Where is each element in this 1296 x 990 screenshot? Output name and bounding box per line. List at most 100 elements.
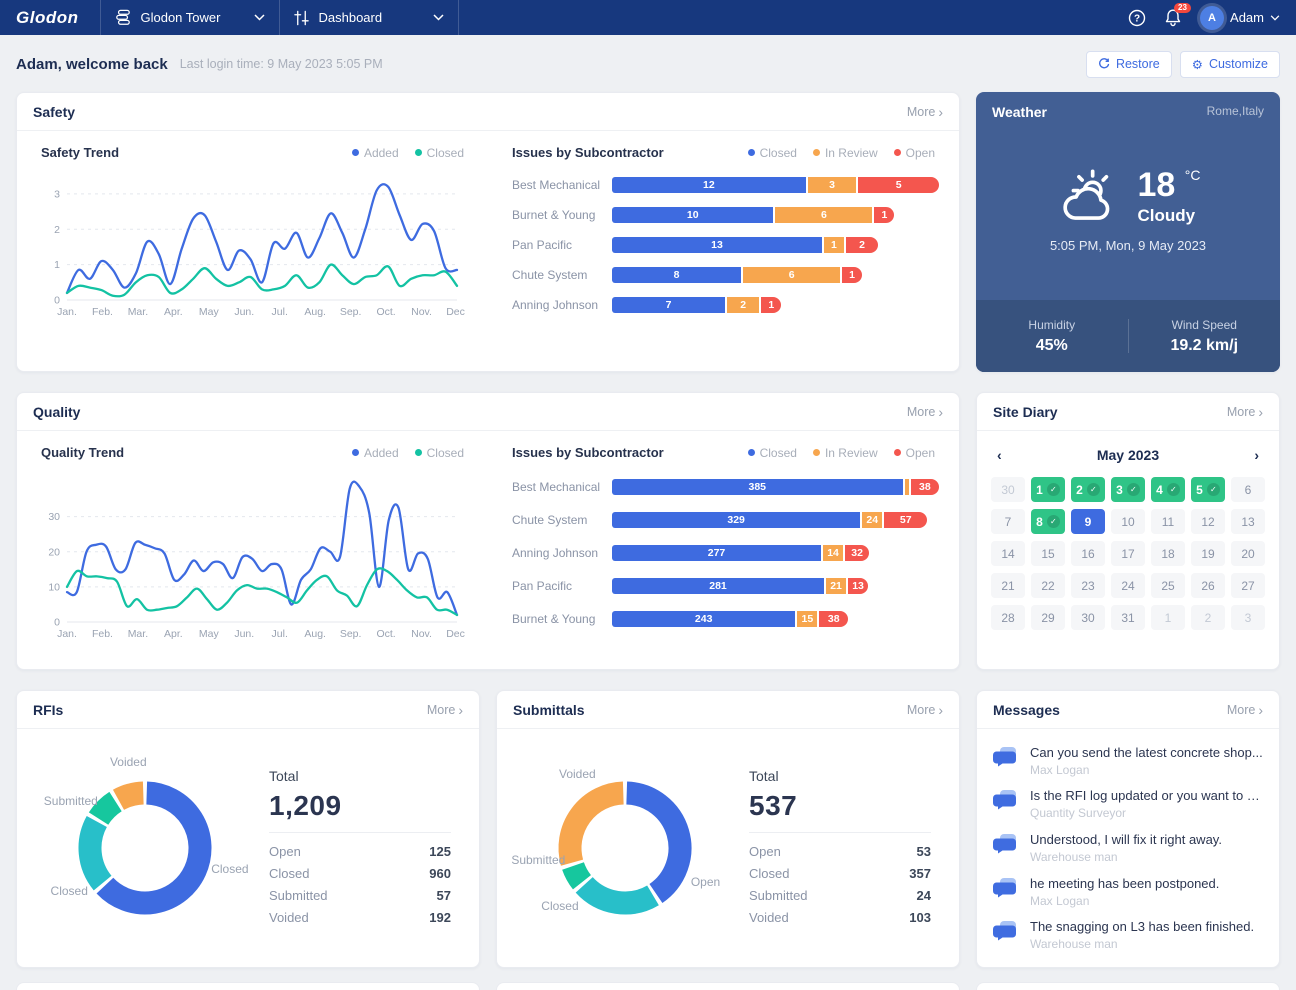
message-item[interactable]: he meeting has been postponed. Max Logan [993, 876, 1263, 908]
calendar-day[interactable]: 21 [991, 573, 1025, 598]
stat-label: Submitted [749, 888, 808, 903]
svg-text:Aug.: Aug. [304, 628, 326, 640]
user-menu[interactable]: A Adam [1200, 5, 1280, 30]
calendar-day[interactable]: 8 ✓ [1031, 509, 1065, 534]
quality-more-button[interactable]: More › [906, 403, 943, 420]
site-diary-more-button[interactable]: More › [1226, 403, 1263, 420]
calendar-day[interactable]: 2 ✓ [1071, 477, 1105, 502]
calendar-day[interactable]: 29 [1031, 605, 1065, 630]
bar-segment: 281 [612, 577, 825, 594]
submittals-stats-list: Open 53 Closed 357 Submitted 24 Voided 103 [749, 841, 931, 929]
svg-text:Dec.: Dec. [446, 628, 465, 640]
calendar-day[interactable]: 9 [1071, 509, 1105, 534]
calendar-day[interactable]: 17 [1111, 541, 1145, 566]
svg-text:Jan.: Jan. [57, 306, 77, 318]
day-number: 28 [1001, 610, 1015, 625]
message-texts: Can you send the latest concrete shop...… [1030, 745, 1263, 777]
svg-text:Apr.: Apr. [164, 628, 183, 640]
calendar-day[interactable]: 13 [1231, 509, 1265, 534]
calendar-day[interactable]: 2 [1191, 605, 1225, 630]
rfis-stats-list: Open 125 Closed 960 Submitted 57 Voided 192 [269, 841, 451, 929]
safety-more-button[interactable]: More › [906, 103, 943, 120]
donut-segment-label: Voided [558, 767, 596, 782]
day-number: 10 [1121, 514, 1135, 529]
message-sender: Quantity Surveyor [1030, 806, 1127, 821]
bar-category-label: Chute System [512, 268, 588, 282]
divider [100, 0, 102, 35]
project-selector[interactable]: Glodon Tower [101, 0, 279, 35]
restore-button[interactable]: Restore [1085, 50, 1172, 78]
humidity-value: 45% [1035, 336, 1068, 354]
message-item[interactable]: Is the RFI log updated or you want to me… [993, 788, 1263, 820]
calendar-day[interactable]: 3 ✓ [1111, 477, 1145, 502]
calendar-next-button[interactable]: › [1248, 445, 1265, 465]
glodon-logo[interactable]: Glodon [16, 7, 79, 27]
donut-segment-label: Open [690, 874, 721, 889]
help-button[interactable]: ? [1128, 9, 1146, 27]
calendar-day[interactable]: 5 ✓ [1191, 477, 1225, 502]
calendar-day[interactable]: 30 [991, 477, 1025, 502]
day-number: 18 [1161, 546, 1175, 561]
day-number: 21 [1001, 578, 1015, 593]
calendar-day[interactable]: 4 ✓ [1151, 477, 1185, 502]
stat-label: Voided [269, 910, 309, 925]
calendar-day[interactable]: 27 [1231, 573, 1265, 598]
calendar-day[interactable]: 3 [1231, 605, 1265, 630]
calendar-day[interactable]: 18 [1151, 541, 1185, 566]
bar-segment: 385 [612, 478, 903, 495]
calendar-day[interactable]: 6 [1231, 477, 1265, 502]
message-item[interactable]: The snagging on L3 has been finished. War… [993, 919, 1263, 951]
message-item[interactable]: Can you send the latest concrete shop...… [993, 745, 1263, 777]
legend-dot [893, 149, 901, 156]
top-navbar: Glodon Glodon Tower Dashboard [0, 0, 1296, 35]
chevron-down-icon [254, 14, 266, 21]
weather-location: Rome,Italy [1206, 104, 1264, 118]
submittals-total-value: 537 [749, 789, 798, 821]
calendar-day[interactable]: 31 [1111, 605, 1145, 630]
calendar-day[interactable]: 16 [1071, 541, 1105, 566]
rfis-more-button[interactable]: More › [426, 701, 463, 718]
calendar-day[interactable]: 14 [991, 541, 1025, 566]
legend-dot [351, 149, 359, 156]
calendar-day[interactable]: 25 [1151, 573, 1185, 598]
message-text: Can you send the latest concrete shop... [1030, 744, 1263, 760]
calendar-day[interactable]: 11 [1151, 509, 1185, 534]
messages-more-button[interactable]: More › [1226, 701, 1263, 718]
chevron-right-icon: › [458, 701, 463, 718]
legend-item: Open [893, 445, 935, 460]
calendar-day[interactable]: 19 [1191, 541, 1225, 566]
calendar-day[interactable]: 26 [1191, 573, 1225, 598]
wind-speed-label: Wind Speed [1171, 317, 1237, 332]
calendar-day[interactable]: 7 [991, 509, 1025, 534]
calendar-day[interactable]: 30 [1071, 605, 1105, 630]
submittals-more-button[interactable]: More › [906, 701, 943, 718]
calendar-day[interactable]: 10 [1111, 509, 1145, 534]
bar-segment: 21 [826, 577, 847, 594]
calendar-day[interactable]: 15 [1031, 541, 1065, 566]
bar-category-label: Anning Johnson [512, 545, 599, 560]
calendar-day[interactable]: 1 [1151, 605, 1185, 630]
calendar-day[interactable]: 20 [1231, 541, 1265, 566]
safety-issues-panel: Issues by Subcontractor Closed In Review O… [488, 131, 959, 371]
calendar-day[interactable]: 24 [1111, 573, 1145, 598]
calendar-day[interactable]: 1 ✓ [1031, 477, 1065, 502]
day-number: 23 [1081, 578, 1095, 593]
module-selector[interactable]: Dashboard [280, 0, 458, 35]
bar-track-area: 329 24 57 [612, 511, 935, 528]
legend-label: Open [905, 445, 935, 460]
safety-issues-title: Issues by Subcontractor [512, 145, 664, 160]
calendar-day[interactable]: 23 [1071, 573, 1105, 598]
calendar-day[interactable]: 28 [991, 605, 1025, 630]
calendar-day[interactable]: 12 [1191, 509, 1225, 534]
donut-segment-label: Closed [211, 861, 249, 876]
bar-segment: 24 [862, 511, 883, 528]
notifications-button[interactable]: 23 [1164, 3, 1191, 27]
calendar-day[interactable]: 22 [1031, 573, 1065, 598]
svg-text:May: May [199, 628, 220, 640]
customize-button[interactable]: ⚙ Customize [1179, 50, 1280, 78]
message-item[interactable]: Understood, I will fix it right away. War… [993, 832, 1263, 864]
bar-track: 281 21 13 [612, 577, 869, 594]
check-icon: ✓ [1206, 483, 1220, 496]
calendar-prev-button[interactable]: ‹ [991, 445, 1008, 465]
day-number: 25 [1161, 578, 1175, 593]
